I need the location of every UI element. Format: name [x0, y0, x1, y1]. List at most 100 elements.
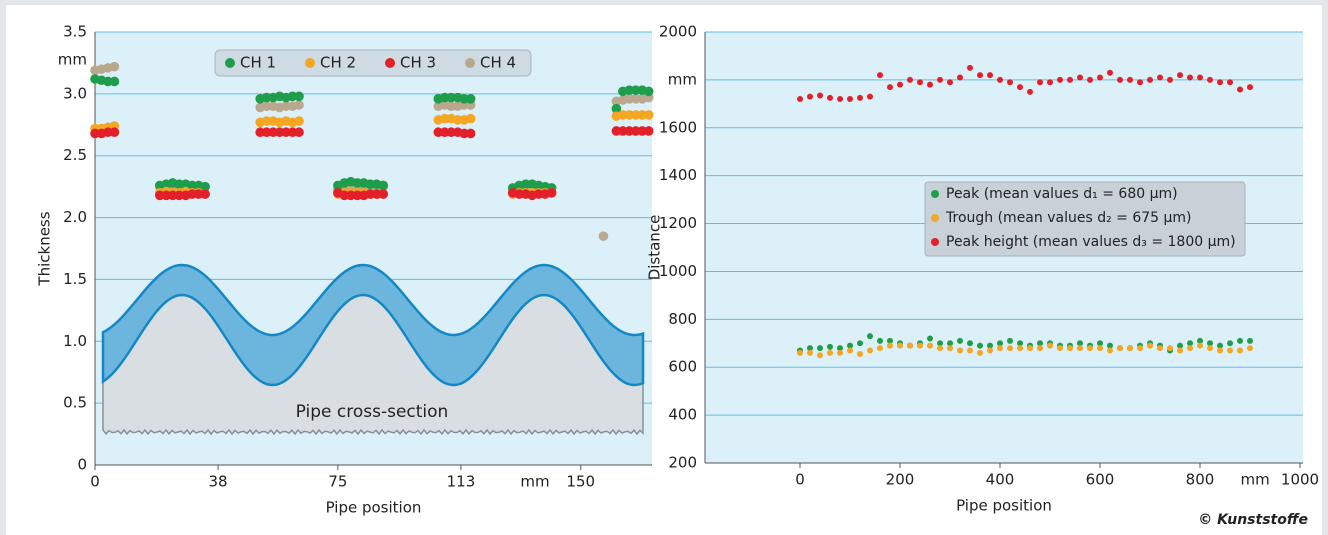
data-point [827, 94, 833, 101]
data-point [1107, 69, 1113, 76]
data-point [827, 349, 833, 356]
data-point [1207, 76, 1213, 83]
data-point [877, 72, 883, 79]
legend-label: CH 2 [320, 54, 356, 72]
data-point [1137, 79, 1143, 86]
data-point [1227, 347, 1233, 354]
data-point [643, 126, 654, 136]
data-point [977, 342, 983, 349]
data-point [1197, 74, 1203, 81]
y-tick-label: 1.0 [63, 332, 87, 350]
data-point [1147, 342, 1153, 349]
data-point [987, 342, 993, 349]
legend-box [214, 49, 532, 77]
data-point [1237, 347, 1243, 354]
data-point [827, 343, 833, 350]
data-point [1137, 345, 1143, 352]
data-point [897, 342, 903, 349]
data-point [887, 84, 893, 91]
x-axis-label: Pipe position [326, 499, 422, 517]
y-tick-label: 3.0 [63, 84, 87, 102]
data-point [1177, 72, 1183, 79]
data-point [797, 349, 803, 356]
data-point [1007, 337, 1013, 344]
data-point [378, 180, 389, 191]
data-point [867, 333, 873, 340]
data-point [997, 345, 1003, 352]
data-point [1187, 345, 1193, 352]
legend-box [924, 181, 1246, 257]
data-point [957, 347, 963, 354]
y-tick-label: 2.5 [63, 146, 87, 164]
data-point [1157, 74, 1163, 81]
data-point [857, 351, 863, 358]
legend-marker [305, 58, 315, 68]
data-point [947, 340, 953, 347]
data-point [857, 340, 863, 347]
data-point [598, 231, 609, 241]
y-tick-label: 0.5 [63, 394, 87, 412]
y-tick-label: 1600 [659, 118, 697, 136]
x-tick-label: 400 [986, 471, 1015, 489]
y-tick-label: 2.0 [63, 208, 87, 226]
y-tick-label: 800 [668, 310, 697, 328]
data-point [643, 86, 654, 97]
data-point [109, 127, 120, 138]
y-tick-label: mm [668, 70, 697, 88]
data-point [997, 76, 1003, 83]
data-point [847, 96, 853, 103]
data-point [927, 335, 933, 342]
data-point [1077, 345, 1083, 352]
data-point [947, 79, 953, 86]
data-point [1117, 76, 1123, 83]
data-point [987, 72, 993, 79]
data-point [1147, 76, 1153, 83]
data-point [1047, 79, 1053, 86]
legend-marker [931, 214, 939, 222]
data-point [294, 116, 304, 126]
x-tick-label: 113 [447, 473, 476, 491]
data-point [837, 345, 843, 352]
data-point [1087, 345, 1093, 352]
data-point [807, 345, 813, 352]
data-point [927, 81, 933, 88]
data-point [1127, 345, 1133, 352]
data-point [1107, 342, 1113, 349]
y-axis-label: Distance [646, 215, 664, 281]
data-point [465, 94, 476, 104]
data-point [1187, 74, 1193, 81]
data-point [857, 94, 863, 101]
x-tick-label: 75 [328, 473, 347, 491]
data-point [1027, 345, 1033, 352]
data-point [1037, 345, 1043, 352]
data-point [1087, 76, 1093, 83]
legend-label: CH 3 [400, 54, 436, 72]
data-point [200, 181, 210, 192]
data-point [877, 345, 883, 352]
data-point [1007, 79, 1013, 86]
data-point [1067, 76, 1073, 83]
data-point [1167, 76, 1173, 83]
data-point [1247, 337, 1253, 344]
data-point [967, 347, 973, 354]
x-tick-label: 600 [1086, 471, 1115, 489]
data-point [1097, 345, 1103, 352]
data-point [1127, 76, 1133, 83]
x-tick-label: 200 [886, 471, 915, 489]
legend-marker [465, 58, 475, 68]
data-point [977, 349, 983, 356]
data-point [1047, 342, 1053, 349]
y-tick-label: 400 [668, 406, 697, 424]
y-tick-label: 1200 [659, 214, 697, 232]
data-point [957, 337, 963, 344]
data-point [1197, 337, 1203, 344]
data-point [837, 349, 843, 356]
data-point [877, 337, 883, 344]
data-point [867, 93, 873, 100]
data-point [465, 113, 476, 124]
data-point [937, 345, 943, 352]
data-point [1247, 84, 1253, 91]
data-point [465, 128, 476, 139]
data-point [109, 61, 120, 72]
